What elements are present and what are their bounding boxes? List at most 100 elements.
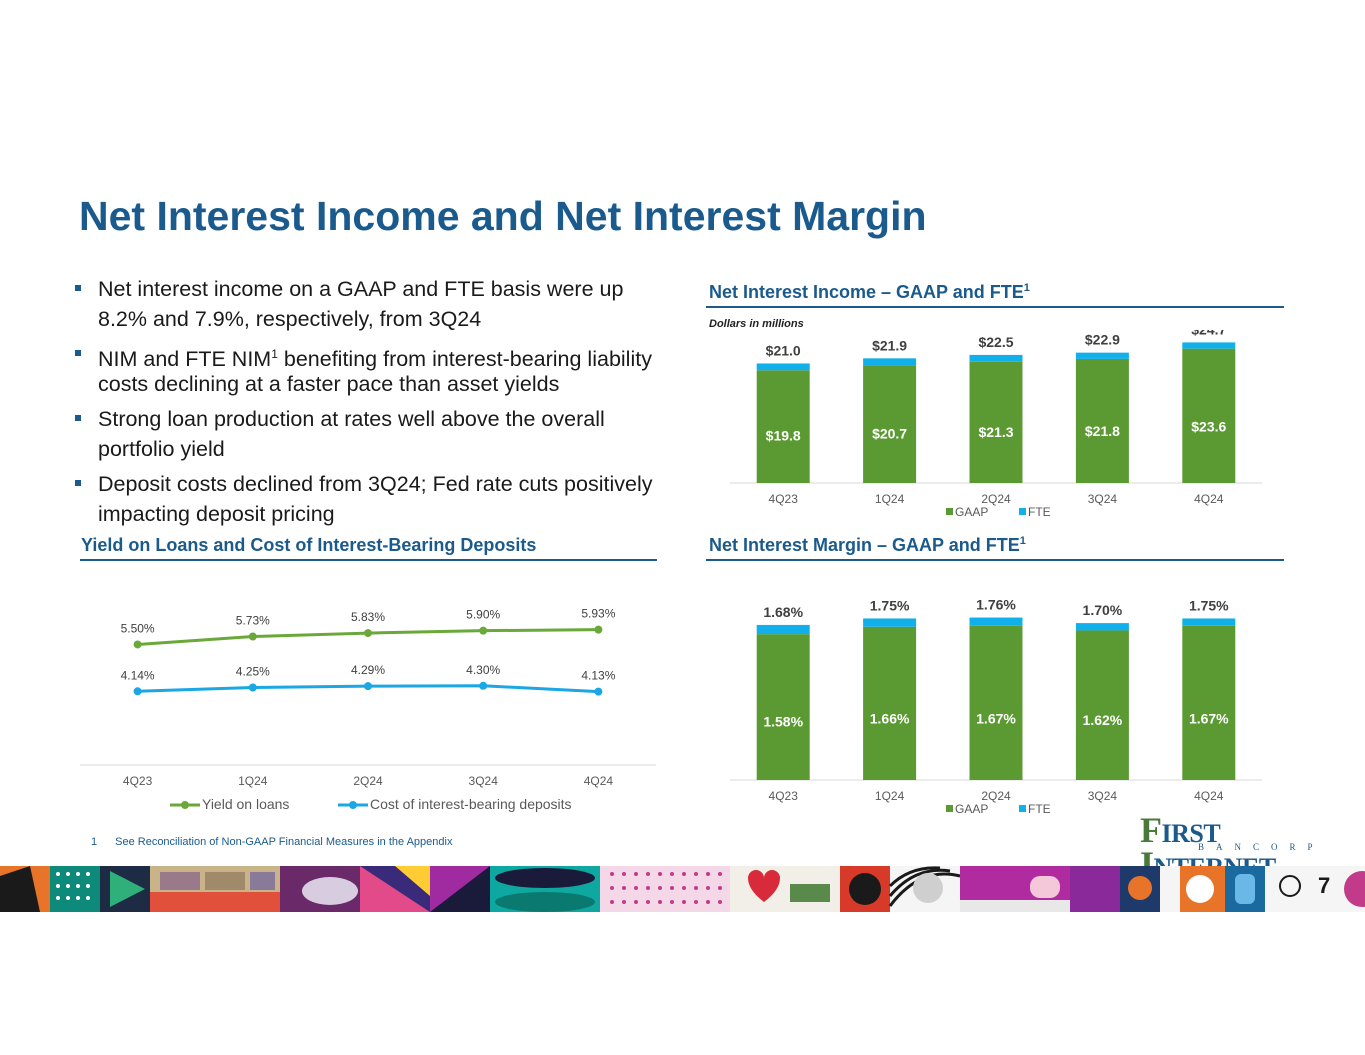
x-tick-label: 4Q23 <box>123 774 153 788</box>
bar-total-label: $24.7 <box>1191 330 1226 337</box>
cost-deposits-point <box>133 687 142 696</box>
bar-gaap-label: $19.8 <box>766 428 801 444</box>
bar-gaap <box>863 626 917 780</box>
bar-gaap <box>1182 625 1236 780</box>
decorative-banner <box>0 866 1365 912</box>
x-tick-label: 3Q24 <box>1088 492 1118 506</box>
bar-fte <box>863 618 917 627</box>
cost-deposits-data-label: 4.14% <box>121 668 155 682</box>
x-tick-label: 1Q24 <box>238 774 268 788</box>
yield-loans-point <box>248 632 257 641</box>
legend-fte-label: FTE <box>1028 802 1051 816</box>
x-tick-label: 3Q24 <box>1088 789 1118 803</box>
legend-fte-label: FTE <box>1028 505 1051 519</box>
yield-loans-point <box>594 625 603 634</box>
bar-fte <box>1182 342 1236 349</box>
cost-deposits-point <box>594 687 603 696</box>
bar-gaap-label: $23.6 <box>1191 419 1226 435</box>
bar-gaap-label: $20.7 <box>872 426 907 442</box>
yield-loans-data-label: 5.50% <box>121 621 155 635</box>
yield-loans-data-label: 5.73% <box>236 614 270 628</box>
bullet-square-icon <box>75 350 81 357</box>
footnote: 1 See Reconciliation of Non-GAAP Financia… <box>91 836 453 848</box>
x-tick-label: 4Q23 <box>769 492 799 506</box>
bar-gaap-label: 1.58% <box>763 714 803 730</box>
bar-gaap <box>1075 358 1129 483</box>
nii-section-rule <box>706 306 1284 308</box>
page-number: 7 <box>1318 873 1331 898</box>
x-tick-label: 4Q24 <box>1194 492 1224 506</box>
company-logo: FIRST INTERNET BANCORP <box>1140 810 1325 884</box>
cost-deposits-point <box>479 681 488 690</box>
bar-gaap-label: 1.62% <box>1083 712 1123 728</box>
cost-deposits-data-label: 4.30% <box>466 663 500 677</box>
bar-fte <box>863 358 917 366</box>
legend-gaap-swatch <box>946 508 953 515</box>
yield-loans-data-label: 5.90% <box>466 608 500 622</box>
bar-gaap <box>863 365 917 483</box>
bar-gaap-label: 1.66% <box>870 711 910 727</box>
bar-gaap-label: $21.3 <box>978 424 1013 440</box>
bar-fte <box>1182 618 1236 626</box>
bar-total-label: 1.68% <box>763 604 803 620</box>
yield-loans-data-label: 5.83% <box>351 610 385 624</box>
bar-total-label: $22.9 <box>1085 332 1120 348</box>
x-tick-label: 2Q24 <box>353 774 383 788</box>
legend-gaap-swatch <box>946 805 953 812</box>
x-tick-label: 2Q24 <box>981 492 1011 506</box>
bar-total-label: 1.76% <box>976 597 1016 613</box>
bullet-square-icon <box>75 285 81 291</box>
bar-gaap-label: 1.67% <box>976 710 1016 726</box>
x-tick-label: 1Q24 <box>875 789 905 803</box>
legend-yield-marker <box>181 801 189 809</box>
bullet-item: Deposit costs declined from 3Q24; Fed ra… <box>74 472 674 526</box>
cost-deposits-data-label: 4.25% <box>236 665 270 679</box>
cost-deposits-data-label: 4.13% <box>581 669 615 683</box>
legend-fte-swatch <box>1019 805 1026 812</box>
bar-gaap <box>756 634 810 780</box>
yield-loans-point <box>479 626 488 635</box>
bar-fte <box>1075 352 1129 359</box>
bullet-item: NIM and FTE NIM1 benefiting from interes… <box>74 342 674 396</box>
legend-yield-label: Yield on loans <box>202 796 289 812</box>
bar-total-label: 1.75% <box>870 597 910 613</box>
bullet-item: Net interest income on a GAAP and FTE ba… <box>74 277 674 331</box>
cost-deposits-point <box>248 683 257 692</box>
legend-fte-swatch <box>1019 508 1026 515</box>
yield-loans-data-label: 5.93% <box>581 607 615 621</box>
nim-section-rule <box>706 559 1284 561</box>
x-tick-label: 1Q24 <box>875 492 905 506</box>
nii-chart: $19.8 $21.0 4Q23 $20.7 $21.9 1Q24 $21.3 $22.5 2Q… <box>730 330 1262 519</box>
nim-chart: 1.58% 1.68% 4Q23 1.66% 1.75% 1Q24 1.67% 1.76% 2Q… <box>730 597 1262 816</box>
yield-section-title: Yield on Loans and Cost of Interest-Bear… <box>81 535 537 555</box>
bar-total-label: 1.75% <box>1189 597 1229 613</box>
bar-fte <box>756 363 810 371</box>
yield-loans-point <box>133 640 142 649</box>
cost-deposits-data-label: 4.29% <box>351 663 385 677</box>
yield-chart: 5.50% 5.73% 5.83% 5.90% 5.93% 4.14% 4.25% 4.29%… <box>80 607 656 812</box>
legend-gaap-label: GAAP <box>955 505 988 519</box>
yield-section-rule <box>80 559 657 561</box>
yield-loans-point <box>364 629 372 638</box>
x-tick-label: 4Q24 <box>584 774 614 788</box>
bar-total-label: $21.0 <box>766 342 801 358</box>
bar-total-label: $22.5 <box>978 334 1013 350</box>
x-tick-label: 4Q24 <box>1194 789 1224 803</box>
legend-gaap-label: GAAP <box>955 802 988 816</box>
bullet-square-icon <box>75 480 81 487</box>
x-tick-label: 2Q24 <box>981 789 1011 803</box>
bar-gaap <box>756 370 810 483</box>
bar-fte <box>1075 623 1129 631</box>
cost-deposits-point <box>364 682 372 691</box>
bar-gaap-label: 1.67% <box>1189 710 1229 726</box>
bullet-square-icon <box>75 415 81 422</box>
bar-gaap <box>969 361 1023 483</box>
bar-fte <box>969 354 1023 362</box>
bar-gaap <box>1075 630 1129 780</box>
bullet-item: Strong loan production at rates well abo… <box>74 407 674 461</box>
legend-cost-marker <box>349 801 357 809</box>
x-tick-label: 4Q23 <box>769 789 799 803</box>
bullet-list: Net interest income on a GAAP and FTE ba… <box>74 277 674 538</box>
bar-gaap-label: $21.8 <box>1085 423 1120 439</box>
nim-section-title: Net Interest Margin – GAAP and FTE1 <box>709 535 1026 555</box>
